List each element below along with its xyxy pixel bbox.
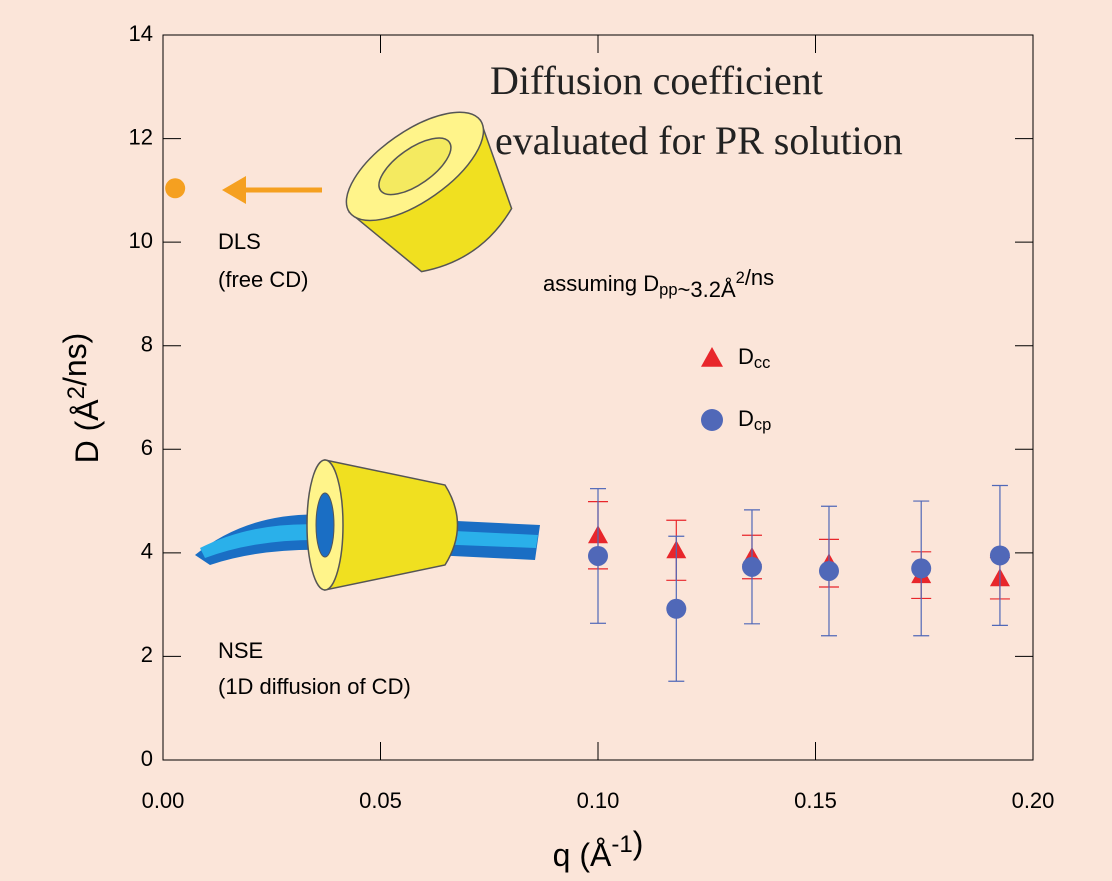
annotation: NSE [218, 638, 263, 663]
y-tick-label: 12 [129, 124, 153, 149]
title-line: evaluated for PR solution [495, 118, 903, 163]
title-line: Diffusion coefficient [490, 58, 823, 103]
x-tick-label: 0.05 [359, 788, 402, 813]
x-tick-label: 0.20 [1012, 788, 1055, 813]
bound-cd-icon [306, 459, 459, 591]
data-point [666, 598, 687, 619]
x-axis-label: q (Å-1) [553, 825, 644, 873]
legend-marker [701, 347, 723, 367]
y-tick-label: 4 [141, 539, 153, 564]
x-tick-label: 0.10 [577, 788, 620, 813]
data-point [818, 560, 839, 581]
legend-label: Dcp [738, 406, 771, 435]
annotation: assuming Dpp~3.2Å2/ns [543, 265, 774, 302]
illustrations [195, 111, 540, 591]
data-point [989, 545, 1010, 566]
x-tick-label: 0.00 [142, 788, 185, 813]
free-cd-icon [345, 111, 513, 273]
legend-label: Dcc [738, 344, 770, 373]
data-point [165, 178, 186, 199]
y-axis-label: D (Å2/ns) [57, 333, 105, 464]
arrowhead [222, 176, 246, 204]
data-point [911, 558, 932, 579]
data-point [588, 545, 608, 566]
annotation: (free CD) [218, 267, 308, 292]
y-tick-label: 14 [129, 21, 153, 46]
y-tick-label: 0 [141, 746, 153, 771]
y-tick-label: 2 [141, 642, 153, 667]
annotation: DLS [218, 229, 261, 254]
y-tick-label: 8 [141, 332, 153, 357]
x-tick-label: 0.15 [794, 788, 837, 813]
data-point [741, 556, 762, 577]
y-tick-label: 6 [141, 435, 153, 460]
annotation: (1D diffusion of CD) [218, 674, 411, 699]
y-tick-label: 10 [129, 228, 153, 253]
legend-marker [701, 409, 723, 431]
